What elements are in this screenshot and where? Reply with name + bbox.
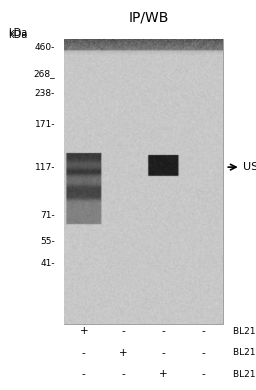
Text: -: - (122, 369, 125, 379)
Text: 55-: 55- (40, 237, 55, 246)
Text: -: - (161, 348, 165, 358)
Text: 238-: 238- (35, 89, 55, 98)
Text: +: + (119, 348, 128, 358)
Text: -: - (201, 326, 205, 337)
Text: 71-: 71- (40, 211, 55, 220)
Text: 41-: 41- (40, 259, 55, 268)
Text: USP4: USP4 (243, 162, 256, 172)
Text: +: + (80, 326, 88, 337)
Text: 117-: 117- (35, 163, 55, 172)
Text: BL2194 IP: BL2194 IP (233, 327, 256, 336)
Text: BL2196 IP: BL2196 IP (233, 370, 256, 379)
FancyBboxPatch shape (64, 39, 223, 324)
Text: +: + (159, 369, 167, 379)
Text: -: - (82, 369, 86, 379)
Text: 171-: 171- (35, 120, 55, 129)
Text: kDa: kDa (8, 28, 28, 38)
Text: 268_: 268_ (34, 69, 55, 78)
Text: -: - (161, 326, 165, 337)
Text: kDa: kDa (8, 30, 27, 40)
Text: BL2195 IP: BL2195 IP (233, 348, 256, 358)
Text: -: - (82, 348, 86, 358)
Text: -: - (201, 348, 205, 358)
Text: 460-: 460- (35, 43, 55, 52)
Text: IP/WB: IP/WB (128, 11, 169, 25)
Text: -: - (201, 369, 205, 379)
Text: -: - (122, 326, 125, 337)
